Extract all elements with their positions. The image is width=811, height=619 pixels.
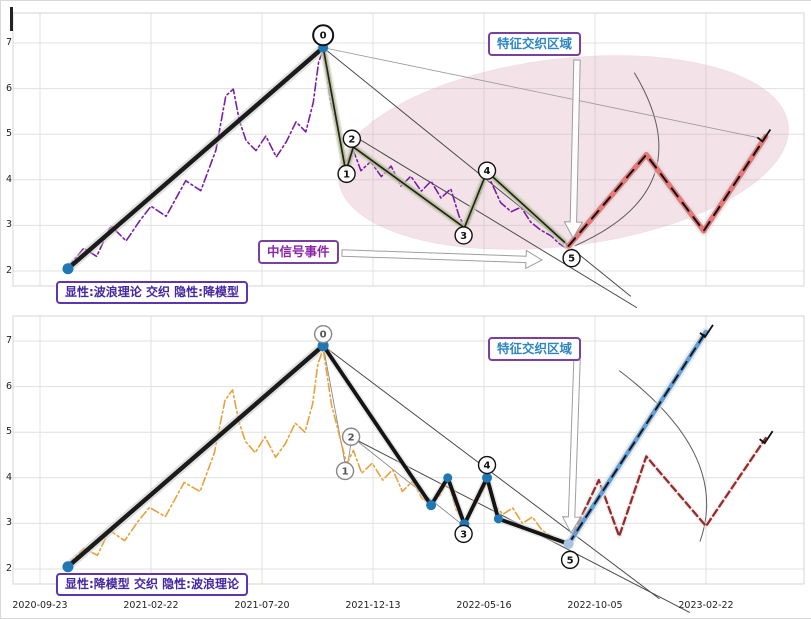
wave-label-text: 2	[348, 432, 355, 443]
y-axis-tick-label: 7	[5, 37, 12, 48]
wave-label-circle	[477, 455, 497, 475]
y-axis-tick-label: 2	[5, 563, 12, 574]
wave-label-circle	[335, 461, 355, 481]
wave-label-circle	[312, 24, 335, 47]
series-impulse-up	[65, 45, 326, 271]
wave-label-text: 1	[342, 466, 349, 477]
wave-label-text: 5	[568, 254, 575, 265]
y-axis-tick-label: 2	[5, 265, 12, 276]
point-dot	[482, 472, 493, 483]
wave-label-text: 0	[320, 31, 327, 42]
top-caption-label: 显性:波浪理论 交织 隐性:降模型	[56, 281, 248, 304]
bottom-region-callout-arrow	[561, 359, 582, 535]
x-axis-tick-label: 2021-12-13	[345, 600, 401, 611]
panel-border	[12, 315, 805, 585]
wave-label-text: 3	[460, 231, 467, 242]
point-dot	[493, 514, 503, 524]
x-axis-tick-label: 2023-02-22	[678, 600, 734, 611]
y-axis-tick-label: 3	[5, 219, 12, 231]
point-dot	[443, 473, 453, 483]
series-model-wave-down	[321, 343, 571, 546]
y-axis-tick-label: 3	[5, 517, 12, 529]
bottom-chart-panel: 0 1 2 3 4 5	[12, 315, 805, 613]
wave-label-text: 2	[348, 134, 355, 145]
wave-label-circle	[477, 161, 497, 180]
wave-label-circle	[562, 249, 581, 268]
wave-label-circle	[337, 164, 356, 184]
end-check-mark	[759, 430, 774, 445]
wave-label-text: 5	[567, 555, 574, 566]
wave-label-text: 4	[484, 166, 491, 177]
x-axis-tick-label: 2021-02-22	[123, 600, 179, 611]
y-axis-tick-label: 6	[5, 380, 12, 392]
annotation-arc	[618, 370, 708, 542]
x-axis-tick-label: 2022-05-16	[456, 600, 512, 611]
series-impulse-up	[65, 343, 326, 569]
wave-label-circle	[560, 550, 580, 570]
top-region-callout-arrow	[563, 59, 584, 240]
x-axis-tick-label: 2021-07-20	[234, 600, 290, 611]
bottom-feature-region-label: 特征交织区域	[488, 337, 582, 361]
panel-border	[12, 12, 805, 287]
end-check-mark	[756, 128, 772, 143]
point-dot	[563, 538, 574, 549]
wave-label-circle	[341, 427, 361, 446]
y-axis-tick-label: 4	[5, 173, 12, 185]
wave-label-circle	[454, 226, 473, 245]
series-forecast-blue-rise	[567, 330, 707, 545]
series-target-line	[322, 47, 764, 140]
point-dot	[62, 263, 74, 275]
wave-label-circle	[454, 524, 473, 544]
y-axis-tick-label: 4	[5, 471, 12, 483]
point-dot	[426, 500, 437, 511]
series-forecast-darkred-zigzag	[567, 436, 767, 546]
series-model-wave-down	[319, 342, 573, 548]
annotation-arc	[574, 72, 660, 247]
wave-label-text: 4	[484, 461, 491, 472]
signal-event-callout-arrow	[341, 249, 544, 270]
series-hidden-wave-ghost	[322, 345, 465, 527]
top-feature-region-label: 特征交织区域	[488, 32, 582, 56]
wave-label-circle	[313, 324, 333, 344]
y-axis-tick-label: 7	[5, 335, 12, 346]
bottom-caption-label: 显性:降模型 交织 隐性:波浪理论	[56, 573, 248, 596]
top-chart-panel: 0 1 2 3 4 5	[12, 12, 805, 308]
series-elliott-wave-down	[322, 46, 570, 247]
series-forecast-zigzag	[567, 135, 767, 247]
wave-label-text: 3	[460, 529, 467, 540]
y-axis-tick-label: 5	[5, 426, 12, 438]
series-price-noisy	[67, 348, 568, 566]
y-axis-tick-label: 6	[5, 82, 12, 94]
series-trendline-lower	[350, 133, 637, 308]
x-axis-tick-label: 2020-09-23	[12, 600, 68, 611]
wave-label-text: 1	[343, 169, 350, 180]
point-dot	[62, 561, 74, 573]
y-axis-tick-label: 5	[5, 128, 12, 140]
x-axis-tick-label: 2022-10-05	[567, 600, 623, 611]
wave-label-circle	[342, 129, 362, 148]
signal-event-label: 中信号事件	[258, 240, 339, 264]
end-check-mark	[699, 324, 714, 339]
wave-label-text: 0	[320, 330, 327, 341]
